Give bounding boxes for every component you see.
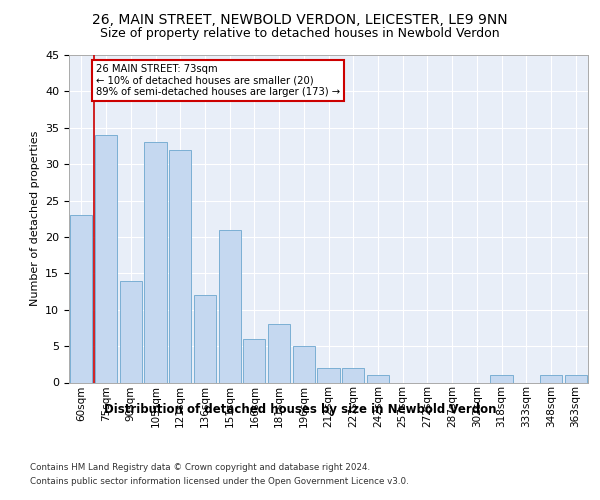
Y-axis label: Number of detached properties: Number of detached properties xyxy=(29,131,40,306)
Bar xyxy=(145,142,167,382)
Text: Distribution of detached houses by size in Newbold Verdon: Distribution of detached houses by size … xyxy=(104,402,496,415)
Bar xyxy=(565,375,587,382)
Text: 26 MAIN STREET: 73sqm
← 10% of detached houses are smaller (20)
89% of semi-deta: 26 MAIN STREET: 73sqm ← 10% of detached … xyxy=(96,64,340,97)
Bar xyxy=(169,150,191,382)
Bar xyxy=(218,230,241,382)
Bar xyxy=(342,368,364,382)
Text: 26, MAIN STREET, NEWBOLD VERDON, LEICESTER, LE9 9NN: 26, MAIN STREET, NEWBOLD VERDON, LEICEST… xyxy=(92,12,508,26)
Bar xyxy=(268,324,290,382)
Bar xyxy=(243,339,265,382)
Bar xyxy=(70,215,92,382)
Text: Size of property relative to detached houses in Newbold Verdon: Size of property relative to detached ho… xyxy=(100,28,500,40)
Bar xyxy=(194,295,216,382)
Text: Contains public sector information licensed under the Open Government Licence v3: Contains public sector information licen… xyxy=(30,478,409,486)
Bar xyxy=(367,375,389,382)
Bar xyxy=(540,375,562,382)
Bar xyxy=(490,375,512,382)
Bar xyxy=(119,280,142,382)
Bar xyxy=(317,368,340,382)
Text: Contains HM Land Registry data © Crown copyright and database right 2024.: Contains HM Land Registry data © Crown c… xyxy=(30,462,370,471)
Bar xyxy=(95,135,117,382)
Bar xyxy=(293,346,315,383)
